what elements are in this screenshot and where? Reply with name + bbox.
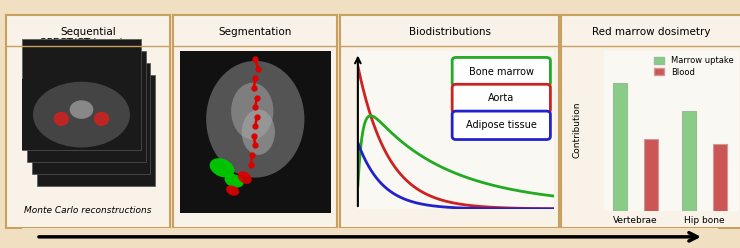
Text: Red marrow dosimetry: Red marrow dosimetry	[592, 27, 711, 37]
Text: Sequential
SPECT/CT imaging: Sequential SPECT/CT imaging	[40, 27, 136, 48]
Text: Biodistributions: Biodistributions	[408, 27, 491, 37]
Text: Contribution: Contribution	[573, 102, 582, 158]
Text: Monte Carlo reconstructions: Monte Carlo reconstructions	[24, 206, 152, 215]
FancyBboxPatch shape	[22, 39, 141, 150]
FancyBboxPatch shape	[33, 63, 150, 174]
Text: Segmentation: Segmentation	[218, 27, 292, 37]
FancyBboxPatch shape	[37, 75, 155, 186]
FancyBboxPatch shape	[27, 51, 146, 162]
